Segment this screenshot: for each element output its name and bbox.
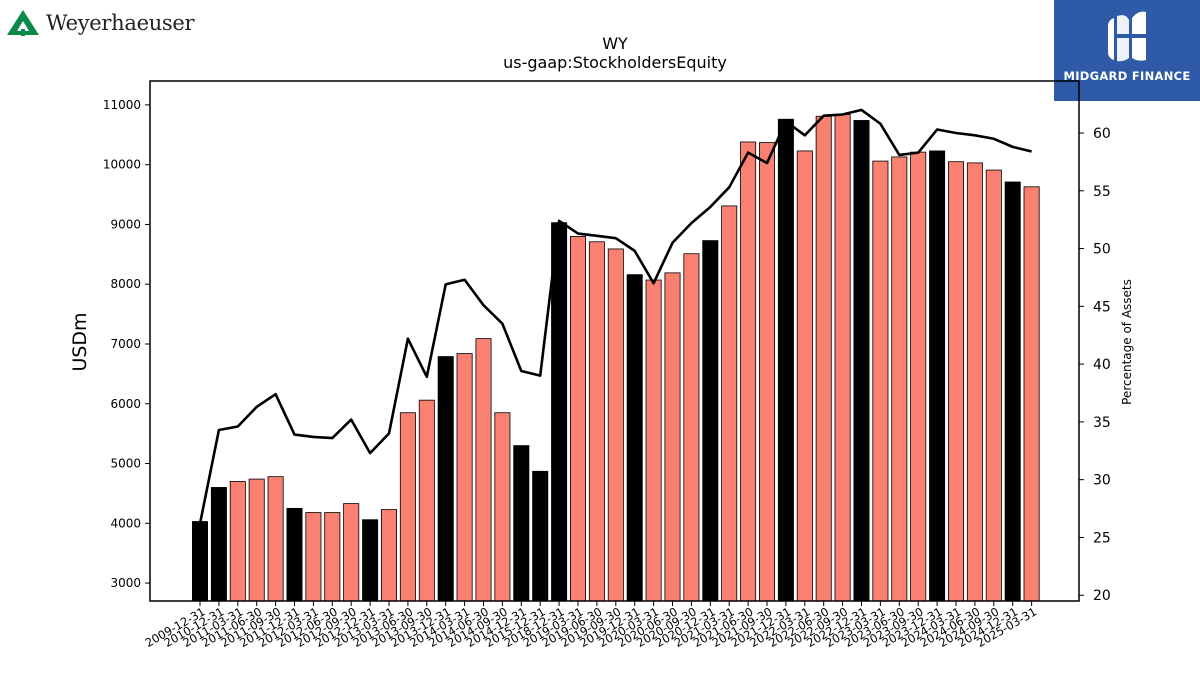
bar-2011-03-31: [229, 481, 246, 602]
bar-2014-12-31: [513, 445, 530, 602]
y2-tick-label: 35: [1093, 415, 1111, 431]
y-tick-label: 9000: [110, 217, 141, 231]
bar-2013-09-30: [418, 399, 435, 602]
y2-tick-label: 50: [1093, 242, 1111, 258]
bar-2019-12-31: [626, 274, 643, 602]
y-tick-label: 7000: [110, 337, 141, 351]
y-tick-label: 6000: [110, 397, 141, 411]
bar-2022-09-30: [834, 114, 851, 602]
bar-2011-12-31: [286, 507, 303, 602]
bar-2012-12-31: [362, 519, 379, 602]
bar-2024-03-31: [948, 161, 965, 602]
midgard-finance-name: MIDGARD FINANCE: [1063, 69, 1191, 83]
y-tick-label: 11000: [103, 98, 141, 112]
x-axis: 2009-12-312010-12-312011-03-312011-06-30…: [143, 601, 1039, 650]
bar-2020-06-30: [664, 272, 681, 602]
y-tick-label: 3000: [110, 576, 141, 590]
bar-2012-06-30: [324, 512, 341, 602]
y2-axis-label: Percentage of Assets: [1120, 279, 1134, 405]
y2-tick-label: 25: [1093, 530, 1111, 546]
bar-2013-06-30: [399, 412, 416, 602]
bar-2022-06-30: [815, 115, 832, 602]
bar-2020-03-31: [645, 279, 662, 602]
bar-2025-03-31: [1023, 186, 1040, 602]
bar-2019-09-30: [607, 248, 624, 602]
weyerhaeuser-logo: Weyerhaeuser: [6, 8, 195, 38]
bar-2024-06-30: [966, 162, 983, 602]
bar-2011-06-30: [248, 478, 265, 602]
y2-tick-label: 20: [1093, 588, 1111, 604]
bar-2014-09-30: [494, 412, 511, 602]
bar-2018-12-31: [551, 222, 568, 602]
bar-2020-09-30: [683, 253, 700, 602]
y-tick-label: 4000: [110, 516, 141, 530]
y2-tick-label: 40: [1093, 357, 1111, 373]
bar-2023-03-31: [872, 160, 889, 602]
bar-2021-12-31: [777, 118, 794, 602]
bar-2012-03-31: [305, 512, 322, 602]
midgard-m-icon: [1108, 11, 1146, 62]
y-axis-right: 20 25 30 35 40 45 50 55 60: [1079, 126, 1111, 604]
bar-2021-06-30: [740, 141, 757, 602]
bar-2021-09-30: [759, 142, 776, 602]
bar-2013-12-31: [437, 356, 454, 602]
bar-2014-06-30: [475, 338, 492, 602]
bar-2023-06-30: [891, 156, 908, 602]
y2-tick-label: 55: [1093, 184, 1111, 200]
bar-2013-03-31: [380, 509, 397, 602]
plot-frame: [149, 80, 1080, 602]
bar-2011-09-30: [267, 476, 284, 602]
bar-2019-03-31: [570, 235, 587, 602]
bar-2023-09-30: [910, 151, 927, 602]
chart-title: WY: [602, 34, 628, 53]
percentage-of-assets-line: [198, 108, 1032, 524]
bar-2024-09-30: [985, 169, 1002, 602]
bar-2015-12-31: [532, 470, 549, 602]
y2-tick-label: 60: [1093, 126, 1111, 142]
chart-subtitle: us-gaap:StockholdersEquity: [503, 53, 727, 72]
bar-2020-12-31: [702, 240, 719, 602]
bar-2010-12-31: [210, 487, 227, 602]
bar-2009-12-31: [191, 521, 208, 602]
line-group: [198, 108, 1032, 524]
y-axis-label: USDm: [69, 312, 91, 371]
bars-group: [191, 114, 1040, 602]
y2-tick-label: 45: [1093, 299, 1111, 315]
bar-2023-12-31: [929, 150, 946, 602]
y-tick-label: 8000: [110, 277, 141, 291]
weyerhaeuser-tree-icon: [7, 10, 39, 36]
y-axis-left: 3000 4000 5000 6000 7000 8000 9000 10000 11000: [103, 98, 150, 590]
weyerhaeuser-name: Weyerhaeuser: [46, 11, 195, 35]
bar-2022-03-31: [796, 150, 813, 602]
bar-2019-06-30: [588, 241, 605, 602]
bar-2022-12-31: [853, 120, 870, 602]
bar-2014-03-31: [456, 353, 473, 602]
bar-2021-03-31: [721, 205, 738, 602]
bar-2012-09-30: [343, 503, 360, 602]
y-tick-label: 10000: [103, 158, 141, 172]
y-tick-label: 5000: [110, 457, 141, 471]
y2-tick-label: 30: [1093, 473, 1111, 489]
bar-2024-12-31: [1004, 181, 1021, 602]
